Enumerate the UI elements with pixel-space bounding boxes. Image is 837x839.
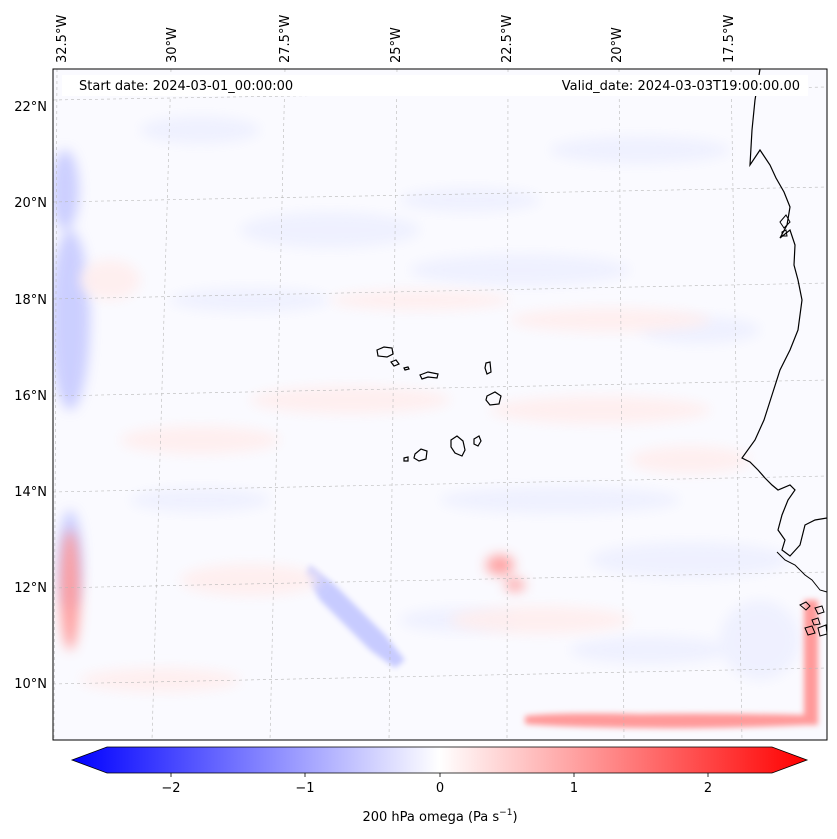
- island-sao-vicente: [390, 359, 400, 367]
- lat-label-14n: 14°N: [14, 485, 47, 500]
- island-santiago: [450, 435, 466, 457]
- island-santo-antao: [376, 346, 394, 358]
- date-header-box: [62, 75, 808, 96]
- island-fogo: [413, 448, 428, 462]
- colorbar-label-main: 200 hPa omega (Pa s: [362, 810, 499, 825]
- lat-label-20n: 20°N: [14, 196, 47, 211]
- island-sao-nicolau: [419, 371, 439, 380]
- africa-coastline: [741, 69, 827, 557]
- colorbar-label-close: ): [512, 810, 517, 825]
- longitude-labels: 32.5°W 30°W 27.5°W 25°W 22.5°W 20°W 17.5…: [55, 15, 737, 63]
- lat-label-22n: 22°N: [14, 100, 47, 115]
- colorbar-tick-label: 0: [436, 781, 444, 796]
- colorbar-body: [70, 746, 809, 774]
- lon-label-25w: 25°W: [389, 27, 404, 63]
- island-santa-luzia: [403, 366, 410, 371]
- island-brava: [403, 456, 409, 462]
- africa-coastline-south: [776, 551, 827, 593]
- lat-label-18n: 18°N: [14, 293, 47, 308]
- lon-label-17-5w: 17.5°W: [722, 15, 737, 63]
- cape-verde-islands: [376, 346, 502, 462]
- lon-label-32-5w: 32.5°W: [55, 15, 70, 63]
- lat-label-10n: 10°N: [14, 677, 47, 692]
- latitude-labels: 22°N 20°N 18°N 16°N 14°N 12°N 10°N: [14, 100, 47, 692]
- omega-field: [53, 69, 827, 740]
- island-maio: [473, 435, 482, 447]
- map-frame: [52, 68, 828, 741]
- lon-label-20w: 20°W: [610, 27, 625, 63]
- colorbar-tick-label: −2: [161, 781, 180, 796]
- coastal-inlets: [779, 214, 791, 237]
- island-sal: [484, 361, 492, 375]
- valid-date: Valid_date: 2024-03-03T19:00:00.00: [562, 79, 800, 94]
- start-date: Start date: 2024-03-01_00:00:00: [79, 79, 293, 94]
- lon-label-30w: 30°W: [165, 27, 180, 63]
- colorbar: −2 −1 0 1 2 200 hPa omega (Pa s−1): [70, 746, 809, 825]
- lon-label-27-5w: 27.5°W: [278, 15, 293, 63]
- colorbar-ticks: [170, 773, 709, 777]
- bissagos-islands: [799, 601, 827, 637]
- colorbar-label-exponent: −1: [499, 808, 512, 818]
- colorbar-tick-label: −1: [295, 781, 314, 796]
- colorbar-tick-label: 2: [704, 781, 712, 796]
- colorbar-tick-label: 1: [570, 781, 578, 796]
- island-boa-vista: [485, 391, 502, 406]
- graticule: [53, 69, 827, 740]
- lat-label-16n: 16°N: [14, 389, 47, 404]
- lat-label-12n: 12°N: [14, 581, 47, 596]
- colorbar-label: 200 hPa omega (Pa s−1): [362, 808, 517, 825]
- lon-label-22-5w: 22.5°W: [500, 15, 515, 63]
